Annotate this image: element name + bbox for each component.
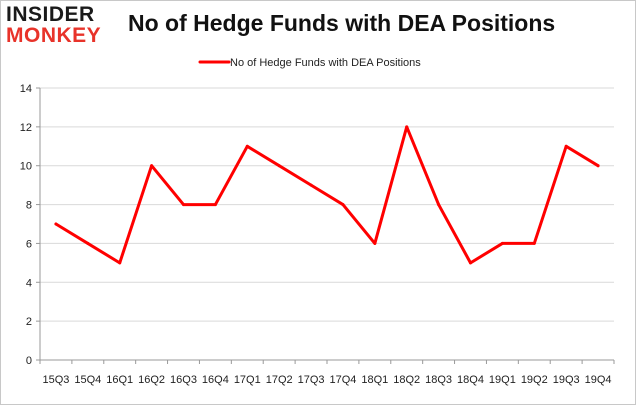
logo-line2: MONKEY — [6, 24, 102, 47]
x-tick-label: 16Q1 — [106, 374, 133, 386]
data-point — [469, 261, 472, 265]
data-point — [54, 222, 58, 226]
y-tick-label: 0 — [26, 355, 32, 367]
x-tick-label: 15Q4 — [74, 374, 101, 386]
data-point — [245, 144, 249, 148]
data-point — [277, 164, 281, 168]
data-point — [596, 164, 600, 168]
data-point — [437, 203, 441, 207]
data-point — [564, 144, 568, 148]
data-point — [309, 183, 313, 187]
x-tick-label: 15Q3 — [42, 374, 69, 386]
data-point — [405, 125, 409, 129]
x-tick-label: 19Q4 — [585, 374, 612, 386]
data-point — [86, 241, 90, 245]
x-tick-label: 17Q3 — [298, 374, 325, 386]
data-point — [500, 241, 504, 245]
data-point — [213, 203, 217, 207]
x-tick-label: 18Q2 — [393, 374, 420, 386]
x-tick-label: 16Q4 — [202, 374, 229, 386]
x-tick-label: 17Q1 — [234, 374, 261, 386]
y-tick-label: 4 — [26, 277, 32, 289]
x-tick-label: 17Q4 — [329, 374, 356, 386]
y-tick-label: 14 — [20, 83, 32, 95]
x-tick-label: 16Q2 — [138, 374, 165, 386]
x-tick-label: 18Q1 — [361, 374, 388, 386]
data-point — [182, 203, 185, 207]
x-tick-label: 19Q3 — [553, 374, 580, 386]
x-tick-label: 19Q2 — [521, 374, 548, 386]
logo-line1: INSIDER — [6, 3, 95, 26]
x-tick-label: 16Q3 — [170, 374, 197, 386]
insider-monkey-logo: INSIDER MONKEY — [6, 4, 106, 50]
data-point — [532, 241, 536, 245]
y-tick-label: 10 — [20, 161, 32, 173]
y-tick-label: 2 — [26, 316, 32, 328]
x-tick-label: 18Q4 — [457, 374, 484, 386]
data-point — [118, 261, 122, 265]
data-point — [341, 203, 345, 207]
y-tick-label: 12 — [20, 122, 32, 134]
chart-title: No of Hedge Funds with DEA Positions — [128, 10, 556, 36]
y-tick-label: 6 — [26, 238, 32, 250]
x-tick-label: 17Q2 — [266, 374, 293, 386]
data-point — [150, 164, 154, 168]
data-point — [373, 241, 377, 245]
legend-label: No of Hedge Funds with DEA Positions — [230, 57, 421, 69]
x-tick-label: 18Q3 — [425, 374, 452, 386]
series-line — [54, 125, 600, 265]
x-tick-label: 19Q1 — [489, 374, 516, 386]
y-tick-label: 8 — [26, 200, 32, 212]
